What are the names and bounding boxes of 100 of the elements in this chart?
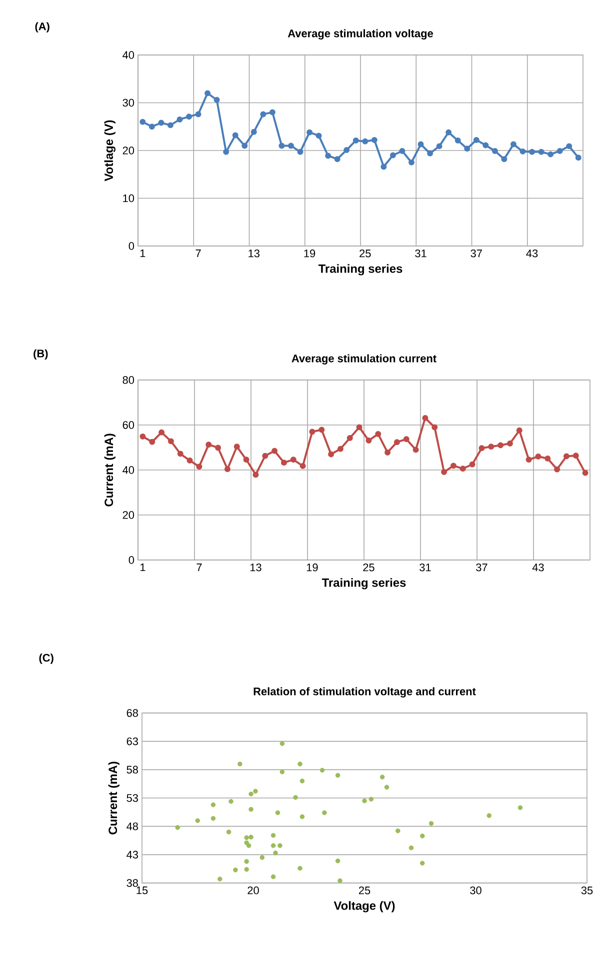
point (368, 796, 374, 802)
point (548, 151, 554, 158)
point (298, 762, 302, 766)
y-tick-label: 40 (122, 466, 134, 474)
point (273, 850, 278, 856)
x-tick-label: 7 (196, 250, 201, 258)
point (186, 114, 192, 120)
point (269, 109, 276, 116)
point (412, 446, 419, 453)
x-tick-label: 30 (470, 886, 482, 894)
point (544, 456, 551, 462)
point (242, 142, 248, 149)
point (454, 137, 461, 144)
point (309, 428, 316, 435)
point (270, 843, 276, 848)
point (529, 148, 536, 155)
point (253, 788, 258, 794)
point (554, 466, 560, 472)
point (501, 156, 508, 162)
point (478, 445, 485, 452)
y-tick-label: 20 (122, 146, 134, 154)
x-axis-title: Voltage (V) (334, 901, 395, 912)
point (408, 845, 414, 850)
point (582, 470, 588, 476)
x-axis-title: Training series (322, 578, 406, 590)
text: (B) (34, 349, 48, 360)
point (366, 438, 372, 444)
point (248, 834, 254, 840)
point (186, 458, 193, 464)
point (297, 148, 304, 155)
point (300, 778, 305, 784)
y-tick-label: 10 (123, 194, 134, 202)
point (320, 768, 325, 773)
point (322, 810, 327, 816)
y-axis-title: Votlage (V) (104, 120, 116, 182)
point (428, 821, 434, 826)
point (441, 469, 448, 476)
y-tick-label: 20 (122, 511, 134, 519)
x-tick-label: 25 (363, 564, 374, 572)
point (228, 799, 234, 804)
point (337, 446, 344, 452)
point (260, 111, 266, 118)
point (238, 762, 242, 766)
point (335, 858, 340, 864)
point (298, 866, 302, 871)
point (572, 452, 579, 459)
point (538, 148, 544, 155)
x-tick-label: 25 (360, 250, 371, 258)
point (482, 142, 489, 148)
y-tick-label: 38 (126, 879, 138, 887)
point (520, 148, 526, 154)
point (175, 825, 180, 830)
point (223, 148, 230, 155)
point (328, 451, 334, 458)
point (278, 142, 285, 149)
point (535, 454, 542, 460)
point (556, 148, 563, 154)
point (244, 835, 249, 840)
point (226, 830, 232, 834)
x-tick-label: 19 (306, 564, 318, 572)
chart-title: Relation of stimulation voltage and current (254, 687, 476, 698)
point (300, 462, 306, 469)
point (270, 874, 276, 880)
x-tick-label: 37 (470, 250, 482, 258)
point (262, 452, 268, 459)
point (280, 460, 287, 466)
point (384, 784, 390, 790)
point (375, 431, 382, 437)
point (158, 120, 164, 126)
point (335, 772, 340, 778)
x-tick-label: 19 (304, 250, 316, 258)
x-tick-label: 35 (581, 886, 593, 894)
text: (A) (35, 22, 50, 32)
point (233, 868, 238, 872)
point (215, 444, 222, 451)
point (575, 154, 582, 161)
point (432, 424, 438, 430)
point (316, 132, 322, 139)
point (280, 741, 285, 746)
point (516, 427, 522, 434)
point (362, 138, 368, 144)
point (399, 148, 406, 154)
x-tick-label: 1 (140, 564, 146, 572)
y-tick-label: 48 (126, 822, 138, 830)
point (356, 424, 362, 430)
point (272, 448, 278, 454)
point (140, 118, 146, 125)
y-tick-label: 43 (126, 850, 138, 859)
point (469, 461, 476, 468)
y-tick-label: 0 (128, 556, 134, 564)
x-tick-label: 31 (420, 564, 431, 572)
point (210, 816, 216, 821)
point (290, 456, 296, 463)
point (206, 442, 212, 448)
point (422, 415, 428, 422)
x-tick-label: 25 (358, 886, 370, 894)
point (250, 128, 257, 135)
point (446, 129, 452, 136)
point (334, 156, 340, 162)
point (248, 792, 254, 796)
